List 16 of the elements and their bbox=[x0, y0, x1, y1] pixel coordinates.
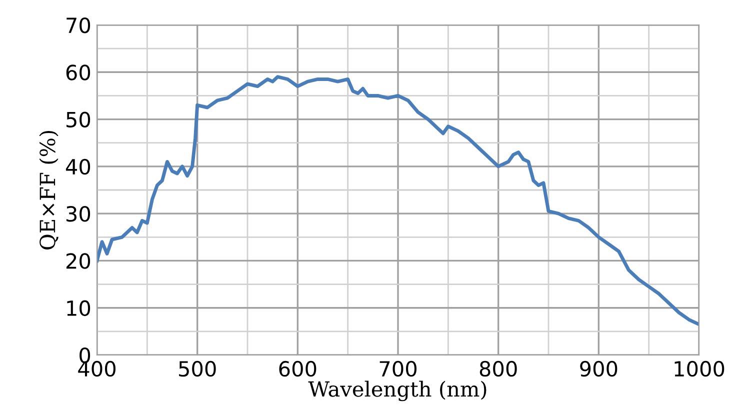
line-series bbox=[97, 75, 699, 326]
y-tick-label: 20 bbox=[66, 253, 90, 269]
y-tick-label: 70 bbox=[66, 17, 90, 34]
x-axis-title: Wavelength (nm) bbox=[308, 380, 486, 402]
x-tick-label: 800 bbox=[480, 360, 517, 377]
y-axis-title: QE×FF (%) bbox=[39, 130, 58, 250]
x-tick-label: 700 bbox=[380, 360, 416, 377]
y-tick-label: 10 bbox=[67, 300, 90, 316]
y-tick-label: 30 bbox=[66, 206, 90, 222]
x-tick-label: 900 bbox=[580, 360, 618, 377]
x-tick-label: 600 bbox=[279, 360, 316, 377]
y-tick-label: 50 bbox=[66, 112, 90, 128]
x-tick-label: 500 bbox=[179, 360, 216, 377]
y-tick-label: 60 bbox=[66, 64, 90, 80]
x-tick-label: 1000 bbox=[674, 360, 724, 377]
y-tick-label: 40 bbox=[66, 158, 90, 175]
